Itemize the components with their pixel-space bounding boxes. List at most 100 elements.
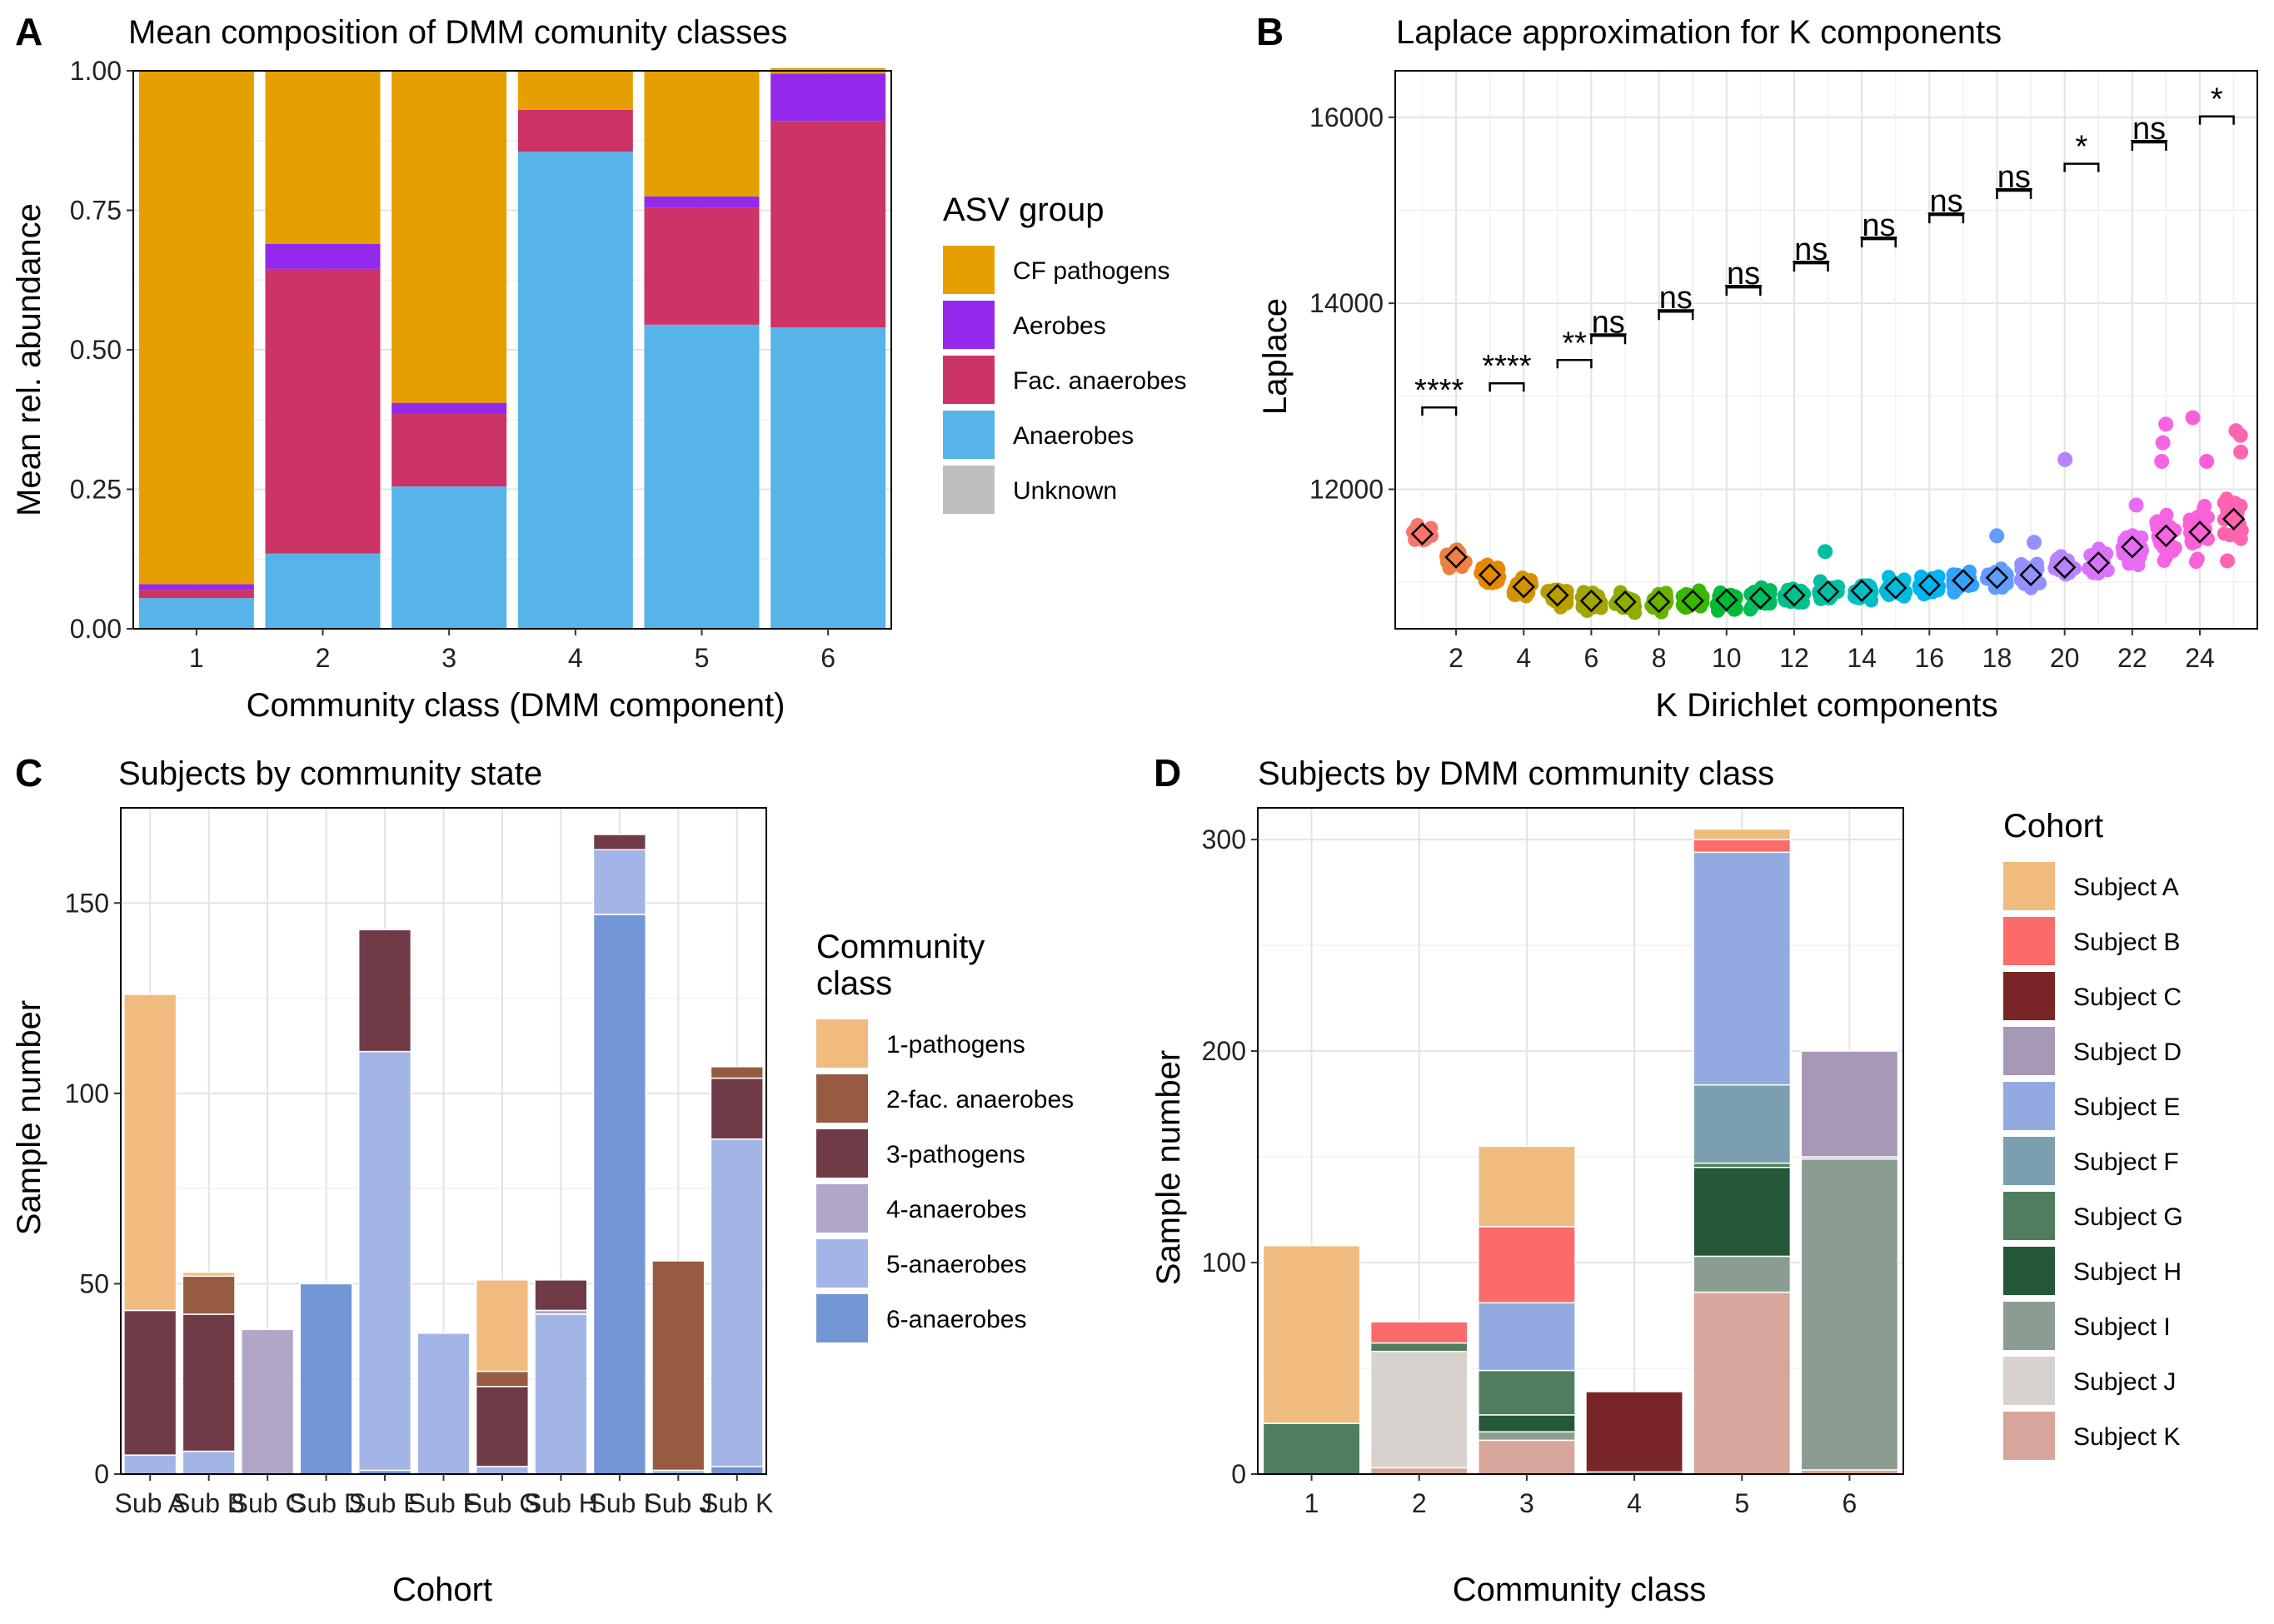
y-tick-label: 0.00 — [70, 614, 122, 644]
bar-segment — [534, 1279, 588, 1312]
legend-swatch — [816, 1129, 868, 1178]
x-tick-label: 1 — [1304, 1488, 1319, 1518]
legend-swatch — [2003, 1247, 2055, 1295]
bar-segment — [710, 1077, 764, 1140]
x-tick-label: 8 — [1652, 643, 1667, 673]
significance-bracket — [1996, 189, 2032, 200]
x-tick-label: 6 — [1843, 1488, 1858, 1518]
x-tick-label: Sub G — [465, 1488, 541, 1518]
bar-segment — [1693, 851, 1792, 1086]
legend-label: Subject C — [2073, 984, 2182, 1011]
x-tick-label: 4 — [1627, 1488, 1642, 1518]
x-tick-label: Sub D — [289, 1488, 363, 1518]
bar-segment — [1478, 1369, 1576, 1416]
panel-letter-b: B — [1256, 10, 1284, 53]
y-tick-label: 0 — [94, 1459, 109, 1489]
data-point — [1763, 596, 1778, 611]
chart-a-title: Mean composition of DMM comunity classes — [128, 14, 787, 51]
mean-marker — [2154, 524, 2178, 548]
bar-segment — [391, 402, 507, 415]
legend-swatch — [2003, 1192, 2055, 1240]
significance-bracket — [1421, 406, 1458, 416]
bar-segment — [265, 71, 381, 244]
bar-segment — [475, 1466, 530, 1475]
bar-segment — [1478, 1431, 1576, 1442]
plot-background — [1258, 808, 1903, 1474]
legend-swatch — [2003, 862, 2055, 910]
significance-label: ** — [1562, 326, 1587, 361]
legend-label: 6-anaerobes — [886, 1306, 1026, 1333]
bar-segment — [1478, 1302, 1576, 1372]
legend-swatch — [2003, 1412, 2055, 1460]
mean-marker — [1546, 584, 1569, 607]
y-tick-label: 50 — [79, 1268, 109, 1298]
data-point — [2153, 536, 2168, 551]
data-point — [2191, 510, 2206, 525]
data-point-outlier — [2185, 410, 2201, 426]
bar-segment — [517, 71, 633, 110]
bar-segment — [534, 1313, 588, 1475]
bar-segment — [123, 1309, 177, 1456]
data-point — [2233, 531, 2248, 546]
data-point-outlier — [2057, 451, 2073, 467]
bar-segment — [1693, 1083, 1792, 1164]
significance-bracket — [1658, 310, 1694, 321]
x-tick-label: 2 — [1412, 1488, 1427, 1518]
mean-marker — [1714, 588, 1738, 612]
bar-segment — [517, 152, 633, 629]
x-tick-label: Sub B — [172, 1488, 245, 1518]
data-point — [1458, 554, 1473, 569]
legend-swatch — [943, 356, 995, 404]
bar-segment — [265, 243, 381, 269]
legend-label: Subject B — [2073, 929, 2180, 956]
plot-border — [1394, 70, 2258, 630]
y-tick-label: 1.00 — [70, 56, 122, 86]
significance-bracket — [2063, 162, 2100, 172]
bar-segment — [644, 71, 760, 197]
legend-swatch — [2003, 917, 2055, 965]
legend-swatch — [816, 1239, 868, 1288]
bar-segment — [299, 1283, 353, 1475]
bar-segment — [770, 121, 886, 328]
x-tick-label: 5 — [695, 643, 710, 673]
chart-a-legend: ASV group CF pathogens Aerobes Fac. anaerob… — [943, 192, 1186, 514]
mean-marker — [1917, 573, 1942, 597]
data-point — [2119, 530, 2134, 545]
x-tick-label: 16 — [1914, 643, 1944, 673]
data-point — [2049, 552, 2064, 567]
bar-segment — [138, 584, 254, 590]
data-point — [1747, 585, 1762, 600]
bar-segment — [1369, 1321, 1469, 1344]
x-tick-label: Sub F — [408, 1488, 479, 1518]
plot-background — [1395, 71, 2257, 629]
panel-letter-d: D — [1154, 751, 1181, 795]
bar-segment — [182, 1275, 236, 1315]
data-point — [2023, 565, 2038, 580]
x-tick-label: 18 — [1982, 643, 2012, 673]
significance-bracket — [1556, 359, 1593, 369]
bar-segment — [1262, 1422, 1361, 1475]
x-tick-label: Sub K — [701, 1488, 773, 1518]
chart-c-title: Subjects by community state — [118, 755, 542, 792]
data-point-outlier — [2233, 444, 2249, 460]
significance-bracket — [1489, 381, 1525, 392]
bar-segment — [770, 73, 886, 122]
data-point-outlier — [2027, 535, 2042, 550]
mean-marker — [1883, 576, 1907, 600]
legend-label: Fac. anaerobes — [1013, 367, 1186, 395]
bar-segment — [475, 1279, 530, 1372]
bar-segment — [265, 268, 381, 554]
x-tick-label: Sub J — [644, 1488, 712, 1518]
legend-swatch — [2003, 972, 2055, 1020]
x-tick-label: 12 — [1779, 643, 1809, 673]
mean-marker — [1512, 575, 1536, 599]
bar-segment — [1693, 1166, 1792, 1258]
data-point-outlier — [1818, 544, 1833, 560]
data-point — [2061, 556, 2076, 571]
data-point-outlier — [2155, 435, 2171, 451]
bar-segment — [644, 207, 760, 325]
chart-d-ylabel: Sample number — [1150, 1050, 1187, 1285]
mean-marker — [1850, 579, 1873, 602]
bar-segment — [138, 71, 254, 585]
